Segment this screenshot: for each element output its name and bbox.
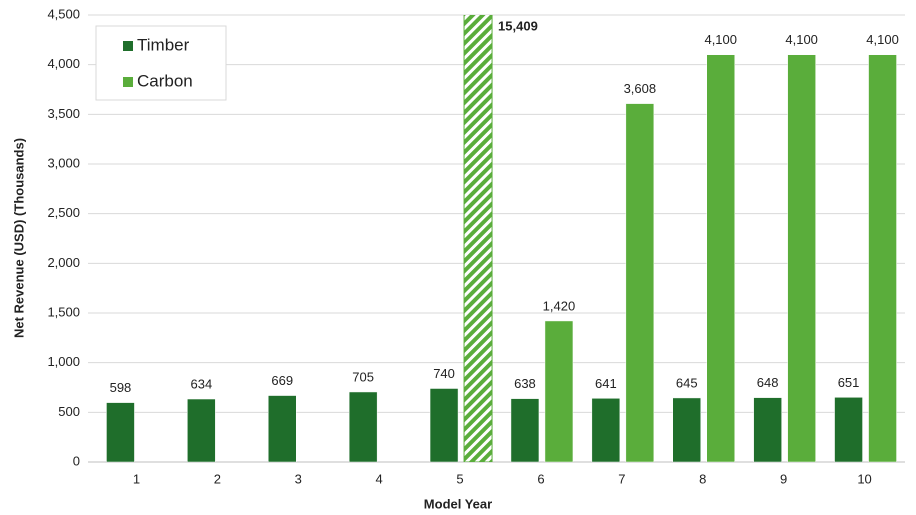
data-label: 4,100 (785, 32, 818, 47)
x-tick-label: 2 (214, 471, 221, 486)
data-label: 651 (838, 375, 860, 390)
x-tick-label: 7 (618, 471, 625, 486)
bar (706, 54, 735, 462)
data-label: 634 (190, 376, 212, 391)
bar (591, 398, 621, 462)
data-label: 645 (676, 375, 698, 390)
y-tick-label: 1,500 (47, 304, 80, 319)
bar (753, 397, 782, 462)
legend-swatch (123, 41, 133, 51)
data-label: 705 (352, 369, 374, 384)
bar (510, 398, 540, 462)
legend-box (95, 25, 227, 101)
data-label: 15,409 (498, 18, 538, 33)
bar (106, 402, 135, 462)
y-tick-label: 500 (58, 404, 80, 419)
y-tick-label: 3,500 (47, 106, 80, 121)
bar (463, 15, 493, 462)
x-tick-label: 9 (780, 471, 787, 486)
y-tick-label: 2,000 (47, 255, 80, 270)
x-tick-label: 6 (537, 471, 544, 486)
data-label: 641 (595, 376, 617, 391)
data-label: 669 (271, 373, 293, 388)
bar (268, 395, 297, 462)
y-tick-label: 4,000 (47, 56, 80, 71)
data-label: 740 (433, 366, 455, 381)
data-label: 4,100 (704, 32, 737, 47)
bar (868, 54, 897, 462)
y-tick-label: 4,500 (47, 6, 80, 21)
x-tick-label: 4 (376, 471, 383, 486)
x-tick-label: 5 (456, 471, 463, 486)
data-label: 648 (757, 375, 779, 390)
bar (625, 103, 655, 462)
data-label: 598 (110, 380, 132, 395)
bar (348, 391, 378, 462)
bar (787, 54, 816, 462)
y-tick-label: 0 (73, 453, 80, 468)
legend-label: Carbon (137, 71, 193, 90)
y-tick-label: 1,000 (47, 354, 80, 369)
y-tick-label: 3,000 (47, 155, 80, 170)
legend-label: Timber (137, 35, 190, 54)
x-tick-label: 1 (133, 471, 140, 486)
y-axis-title: Net Revenue (USD) (Thousands) (11, 138, 26, 338)
bar (187, 398, 216, 462)
x-axis-title: Model Year (424, 496, 492, 511)
x-tick-label: 3 (295, 471, 302, 486)
bar (429, 388, 459, 462)
bars (106, 15, 897, 462)
data-label: 3,608 (624, 81, 657, 96)
legend: Timber Carbon (95, 25, 227, 101)
bar (672, 397, 701, 462)
x-tick-label: 8 (699, 471, 706, 486)
bar (834, 397, 863, 462)
y-tick-label: 2,500 (47, 205, 80, 220)
data-label: 638 (514, 376, 536, 391)
data-label: 1,420 (543, 298, 576, 313)
data-label: 4,100 (866, 32, 899, 47)
x-tick-label: 10 (857, 471, 871, 486)
legend-swatch (123, 77, 133, 87)
bar (544, 320, 574, 462)
